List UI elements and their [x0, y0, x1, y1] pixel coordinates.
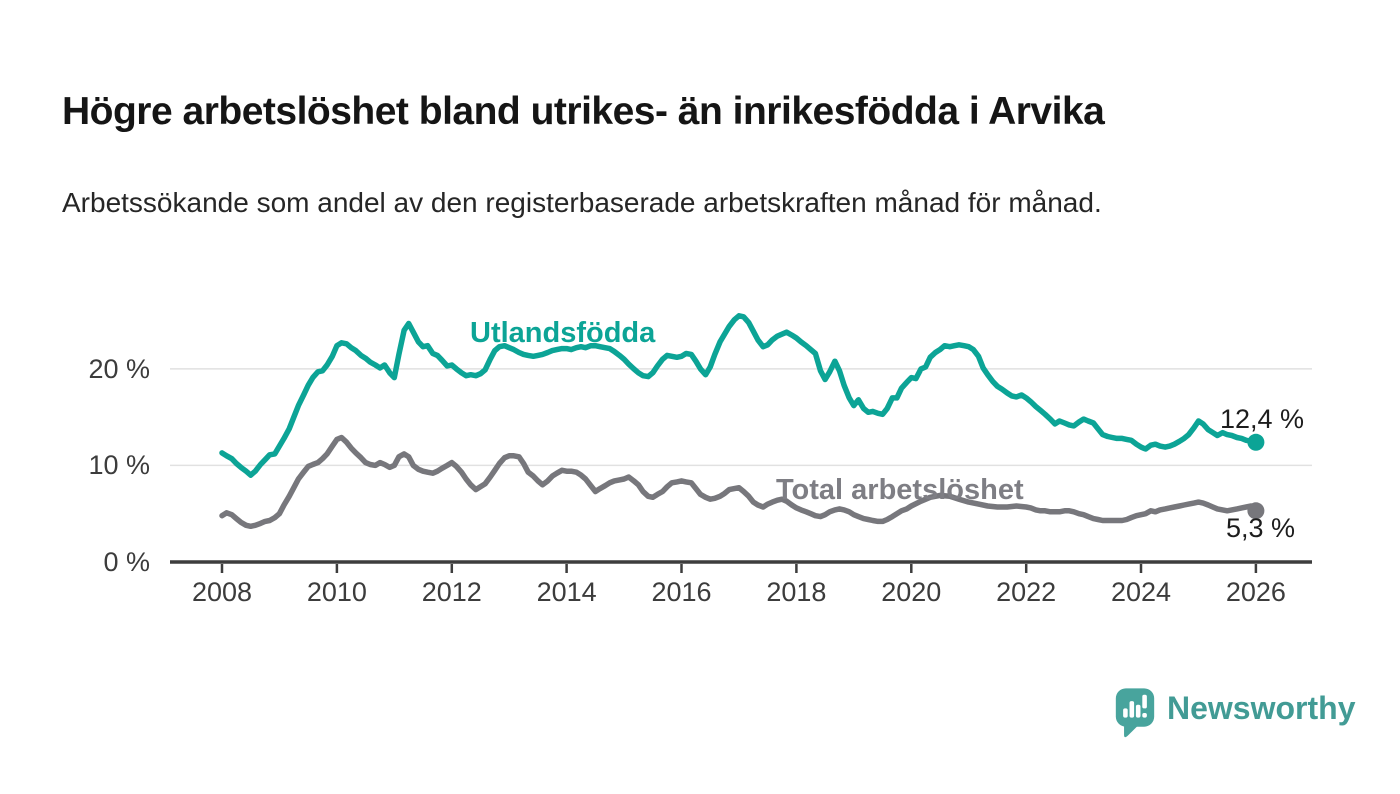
end-value-label-total: 5,3 %: [1226, 513, 1296, 543]
x-tick-label: 2008: [191, 577, 253, 607]
newsworthy-logo: Newsworthy: [1114, 686, 1355, 740]
x-tick-label: 2026: [1225, 577, 1286, 607]
x-tick-label: 2022: [996, 577, 1057, 607]
x-tick-label: 2020: [881, 577, 942, 607]
x-tick-label: 2024: [1110, 577, 1172, 607]
page-subtitle: Arbetssökande som andel av den registerb…: [62, 187, 1102, 218]
x-tick-label: 2016: [651, 577, 712, 607]
x-tick-label: 2010: [306, 577, 367, 607]
newsworthy-icon: [1115, 688, 1155, 738]
y-tick-label: 10 %: [88, 450, 150, 481]
series-end-dot-0: [1247, 433, 1265, 451]
series-end-dot-1: [1247, 502, 1265, 520]
y-tick-label: 20 %: [88, 353, 150, 384]
page-title: Högre arbetslöshet bland utrikes- än inr…: [62, 90, 1105, 134]
series-label-utlandsfodda: Utlandsfödda: [470, 317, 656, 349]
x-tick-label: 2014: [536, 577, 597, 607]
x-tick-label: 2018: [766, 577, 827, 607]
series-line-1: [219, 434, 1259, 530]
x-tick-label: 2012: [421, 577, 482, 607]
end-value-label-utlandsfodda: 12,4 %: [1220, 404, 1305, 434]
y-tick-label: 0 %: [103, 547, 150, 577]
newsworthy-wordmark: Newsworthy: [1167, 690, 1356, 726]
series-label-total-arbetsloshet: Total arbetslöshet: [776, 474, 1024, 506]
series-line-0: [219, 313, 1259, 478]
